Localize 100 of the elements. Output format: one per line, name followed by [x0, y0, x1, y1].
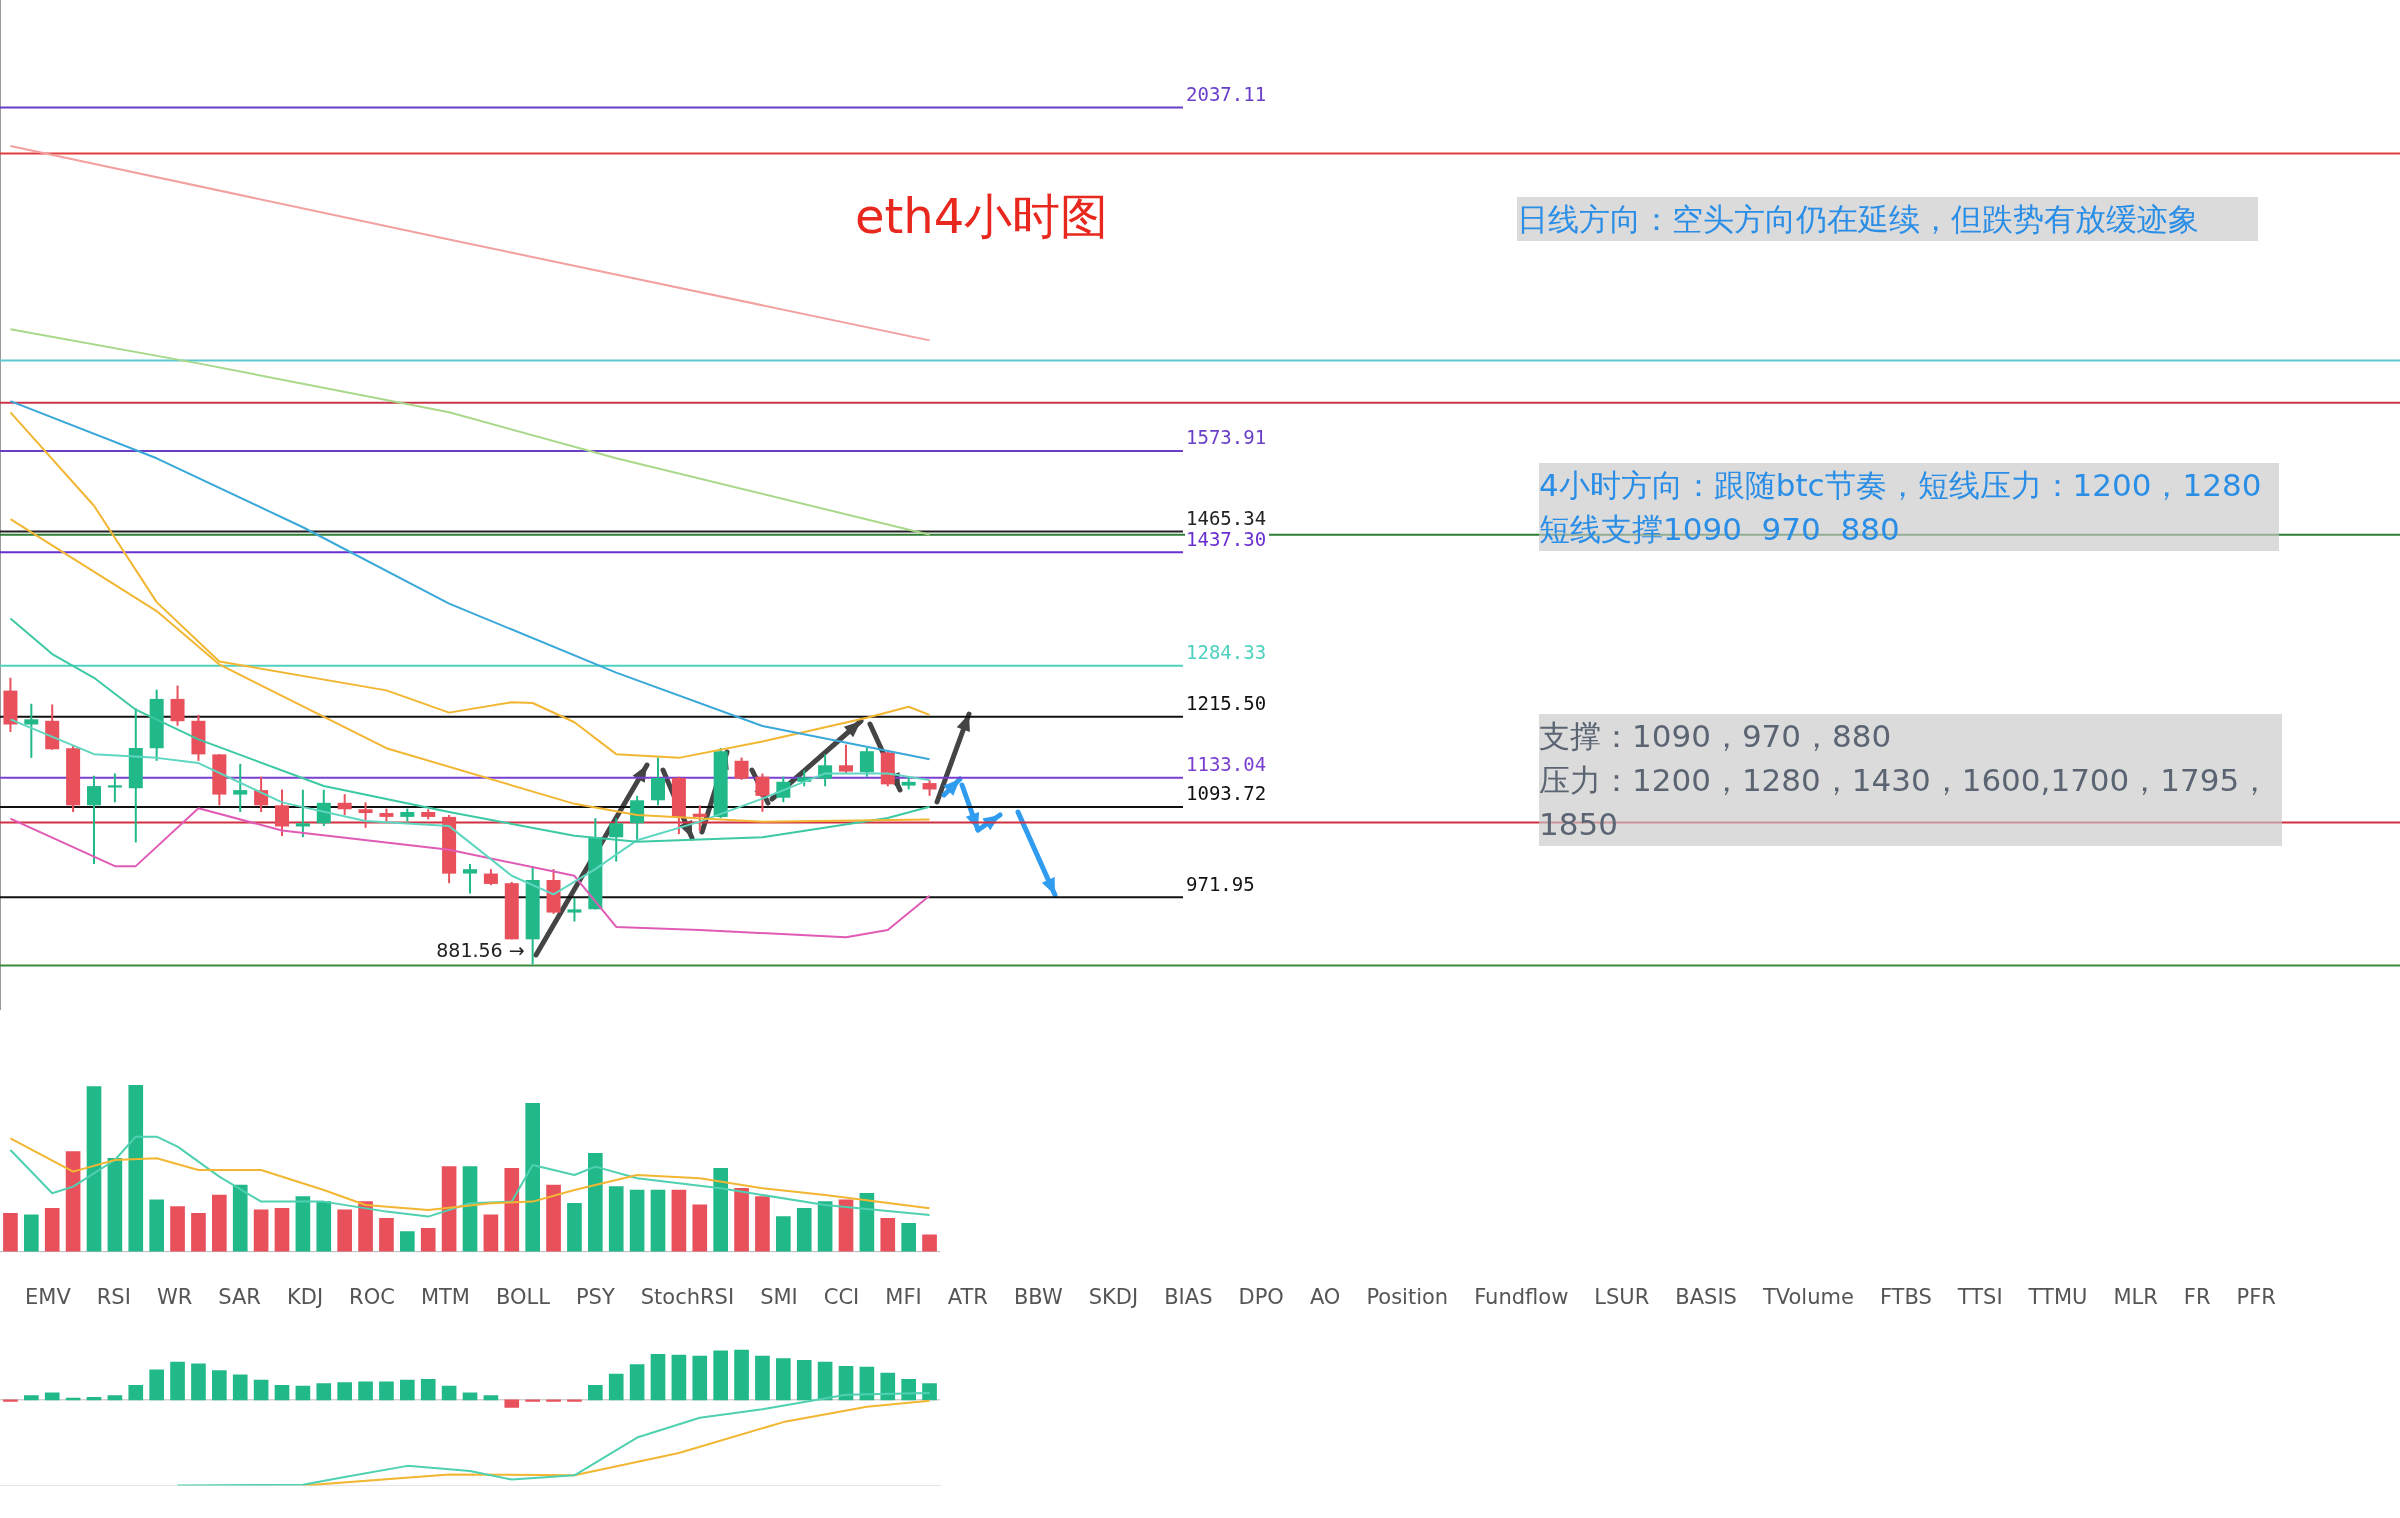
- candlestick: [233, 762, 248, 813]
- bar: [880, 1372, 896, 1401]
- text: PSY: [575, 1285, 615, 1309]
- candlestick: [337, 793, 352, 816]
- bar: [316, 1201, 332, 1252]
- ref-line-label: 1215.50: [1186, 692, 1267, 715]
- text: DPO: [1238, 1285, 1284, 1309]
- bar: [922, 1383, 937, 1401]
- bar: [901, 1222, 916, 1252]
- bar: [295, 1196, 311, 1252]
- bar: [274, 1384, 290, 1401]
- ref-line-label: 1133.04: [1186, 753, 1267, 776]
- bar: [44, 1392, 60, 1401]
- text: EMV: [25, 1285, 71, 1309]
- ref-line-label: 1573.91: [1186, 426, 1267, 449]
- bar: [400, 1231, 415, 1252]
- bar: [588, 1384, 603, 1401]
- bar: [776, 1216, 791, 1252]
- text: CCI: [823, 1285, 860, 1309]
- bar: [629, 1364, 645, 1401]
- text: BBW: [1013, 1285, 1063, 1309]
- bar: [253, 1379, 269, 1401]
- ref-line-label: 2037.11: [1186, 82, 1267, 105]
- ref-line-label: 1284.33: [1186, 641, 1267, 664]
- bar: [838, 1366, 854, 1401]
- bar: [755, 1196, 770, 1252]
- bar: [483, 1395, 499, 1401]
- text: MFI: [885, 1285, 922, 1309]
- bar: [776, 1358, 791, 1401]
- candlestick: [24, 702, 39, 759]
- bar: [796, 1207, 812, 1252]
- bar: [149, 1369, 164, 1401]
- bar: [713, 1350, 728, 1401]
- text: eth4小时图: [855, 187, 1109, 246]
- bar: [525, 1399, 540, 1402]
- ref-line-label: 971.95: [1186, 872, 1255, 895]
- text: FTBS: [1879, 1285, 1932, 1309]
- text: PFR: [2236, 1285, 2276, 1309]
- bar: [107, 1157, 123, 1252]
- text: MTM: [420, 1285, 470, 1309]
- bar: [65, 1151, 81, 1252]
- bar: [358, 1381, 373, 1401]
- bar: [901, 1378, 916, 1401]
- bar: [692, 1204, 708, 1252]
- bar: [128, 1384, 144, 1401]
- bar: [24, 1395, 39, 1401]
- bar: [420, 1378, 436, 1401]
- bar: [713, 1167, 728, 1252]
- text: SAR: [218, 1285, 261, 1309]
- candlestick: [859, 747, 874, 778]
- bar: [504, 1399, 520, 1408]
- bar: [504, 1167, 520, 1252]
- text: Fundflow: [1474, 1285, 1569, 1309]
- bar: [191, 1212, 206, 1252]
- bar: [24, 1214, 39, 1252]
- text: 日线方向：空头方向仍在延续，但跌势有放缓迹象: [1517, 197, 2258, 241]
- bar: [546, 1184, 561, 1252]
- bar: [629, 1189, 645, 1252]
- bar: [880, 1217, 896, 1252]
- text: BASIS: [1675, 1285, 1737, 1309]
- bar: [817, 1201, 833, 1252]
- candlestick: [295, 788, 310, 839]
- bar: [3, 1399, 18, 1402]
- bar: [608, 1373, 624, 1401]
- candlestick: [734, 756, 749, 781]
- bar: [379, 1381, 394, 1401]
- bar: [817, 1361, 833, 1401]
- bar: [337, 1382, 352, 1401]
- candlestick: [567, 897, 582, 923]
- bar: [462, 1166, 478, 1252]
- bar: [170, 1361, 185, 1401]
- candlestick: [651, 756, 665, 807]
- bar: [232, 1184, 248, 1252]
- bar: [567, 1399, 582, 1402]
- bar: [107, 1395, 123, 1401]
- bar: [337, 1209, 352, 1252]
- candlestick: [107, 772, 122, 804]
- text: ROC: [349, 1285, 395, 1309]
- bar: [671, 1354, 687, 1401]
- bar: [3, 1212, 18, 1252]
- bar: [567, 1202, 582, 1252]
- candlestick: [170, 684, 185, 727]
- text: AO: [1309, 1285, 1341, 1309]
- text: SMI: [760, 1285, 798, 1309]
- candlestick: [839, 743, 853, 775]
- bar: [44, 1207, 60, 1252]
- bar: [734, 1187, 749, 1252]
- text: Position: [1366, 1285, 1449, 1309]
- bar: [755, 1355, 770, 1401]
- text: ATR: [947, 1285, 988, 1309]
- text: LSUR: [1594, 1285, 1650, 1309]
- annotation: 881.56 →: [436, 938, 525, 961]
- bar: [734, 1349, 749, 1401]
- text: TTSI: [1957, 1285, 2003, 1309]
- bar: [212, 1194, 227, 1252]
- bar: [441, 1385, 457, 1401]
- ref-line-label: 1465.34: [1186, 506, 1267, 529]
- bar: [525, 1103, 540, 1252]
- bar: [608, 1186, 624, 1252]
- bar: [796, 1360, 812, 1401]
